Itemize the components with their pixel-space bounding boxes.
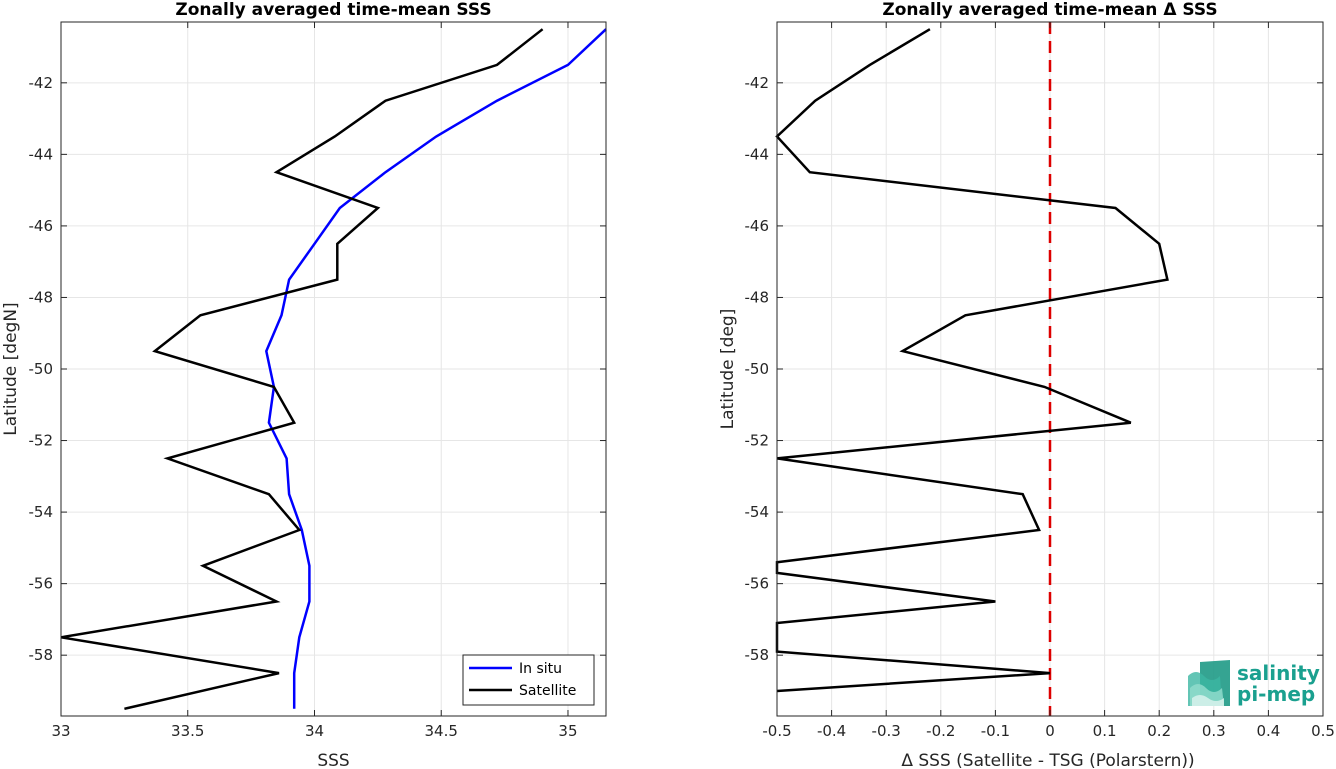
sss-x-tick-label: 34.5 — [425, 722, 458, 740]
delta-series-0-line — [775, 28, 1169, 693]
delta-x-tick-label: 0.3 — [1202, 722, 1226, 740]
delta-sss-panel: -0.5 -0.4 -0.3 -0.2 -0.1 0 0.1 0.2 0.3 0.4 0.5 -58 -… — [718, 0, 1335, 769]
sss-chart-title: Zonally averaged time-mean SSS — [175, 0, 491, 20]
legend-label-satellite: Satellite — [519, 683, 576, 699]
sss-y-tick-label: -46 — [29, 217, 54, 235]
delta-y-tick-label: -54 — [745, 503, 770, 521]
logo-text-pi-mep: pi-mep — [1237, 682, 1315, 706]
delta-y-tick-label: -50 — [745, 360, 770, 378]
sss-y-tick-label: -52 — [29, 432, 54, 450]
delta-x-tick-label: 0.1 — [1093, 722, 1117, 740]
delta-x-tick-label: -0.1 — [981, 722, 1010, 740]
sss-panel: 33 33.5 34 34.5 35 -58 -56 -54 -52 -50 -48 -46 -44 -4… — [1, 0, 607, 769]
sss-ticks: 33 33.5 34 34.5 35 -58 -56 -54 -52 -50 -48 -46 -44 -4… — [29, 22, 606, 740]
delta-y-tick-label: -58 — [745, 646, 770, 664]
delta-x-tick-label: -0.2 — [926, 722, 955, 740]
sss-y-tick-label: -42 — [29, 74, 54, 92]
delta-x-tick-label: -0.3 — [872, 722, 901, 740]
sss-y-tick-label: -50 — [29, 360, 54, 378]
sss-in-situ-line — [264, 28, 607, 709]
delta-y-tick-label: -52 — [745, 432, 770, 450]
delta-y-axis-label: Latitude [deg] — [718, 309, 738, 430]
delta-x-tick-label: 0.4 — [1256, 722, 1280, 740]
sss-grid — [60, 22, 606, 716]
sss-y-tick-label: -54 — [29, 503, 54, 521]
delta-x-tick-label: 0.5 — [1311, 722, 1335, 740]
delta-x-tick-label: 0 — [1045, 722, 1055, 740]
sss-x-tick-label: 34 — [305, 722, 324, 740]
delta-y-tick-label: -42 — [745, 74, 770, 92]
delta-series — [775, 28, 1169, 693]
sss-x-tick-label: 33 — [51, 722, 70, 740]
sss-y-axis-label: Latitude [degN] — [1, 302, 21, 435]
legend-box — [462, 654, 595, 706]
sss-x-axis-label: SSS — [317, 751, 349, 769]
logo-text-salinity: salinity — [1237, 661, 1320, 685]
delta-y-tick-label: -44 — [745, 145, 770, 163]
logo-wave-icon — [1188, 660, 1230, 706]
delta-y-tick-label: -46 — [745, 217, 770, 235]
legend-label-in-situ: In situ — [519, 661, 562, 677]
sss-x-tick-label: 35 — [558, 722, 577, 740]
delta-x-tick-label: -0.5 — [762, 722, 791, 740]
delta-x-tick-label: -0.4 — [817, 722, 846, 740]
sss-satellite-line — [60, 28, 544, 711]
delta-x-axis-label: Δ SSS (Satellite - TSG (Polarstern)) — [901, 751, 1194, 769]
sss-y-tick-label: -48 — [29, 288, 54, 306]
sss-y-tick-label: -56 — [29, 575, 54, 593]
delta-y-tick-label: -56 — [745, 575, 770, 593]
salinity-pi-mep-logo: salinity pi-mep — [1188, 660, 1320, 706]
delta-ticks: -0.5 -0.4 -0.3 -0.2 -0.1 0 0.1 0.2 0.3 0.4 0.5 -58 -… — [745, 22, 1335, 740]
delta-y-tick-label: -48 — [745, 288, 770, 306]
sss-y-tick-label: -44 — [29, 145, 54, 163]
delta-x-tick-label: 0.2 — [1147, 722, 1171, 740]
sss-x-tick-label: 33.5 — [171, 722, 204, 740]
sss-series — [60, 28, 607, 711]
delta-chart-title: Zonally averaged time-mean Δ SSS — [882, 0, 1217, 20]
sss-y-tick-label: -58 — [29, 646, 54, 664]
sss-legend: In situ Satellite — [462, 654, 595, 706]
